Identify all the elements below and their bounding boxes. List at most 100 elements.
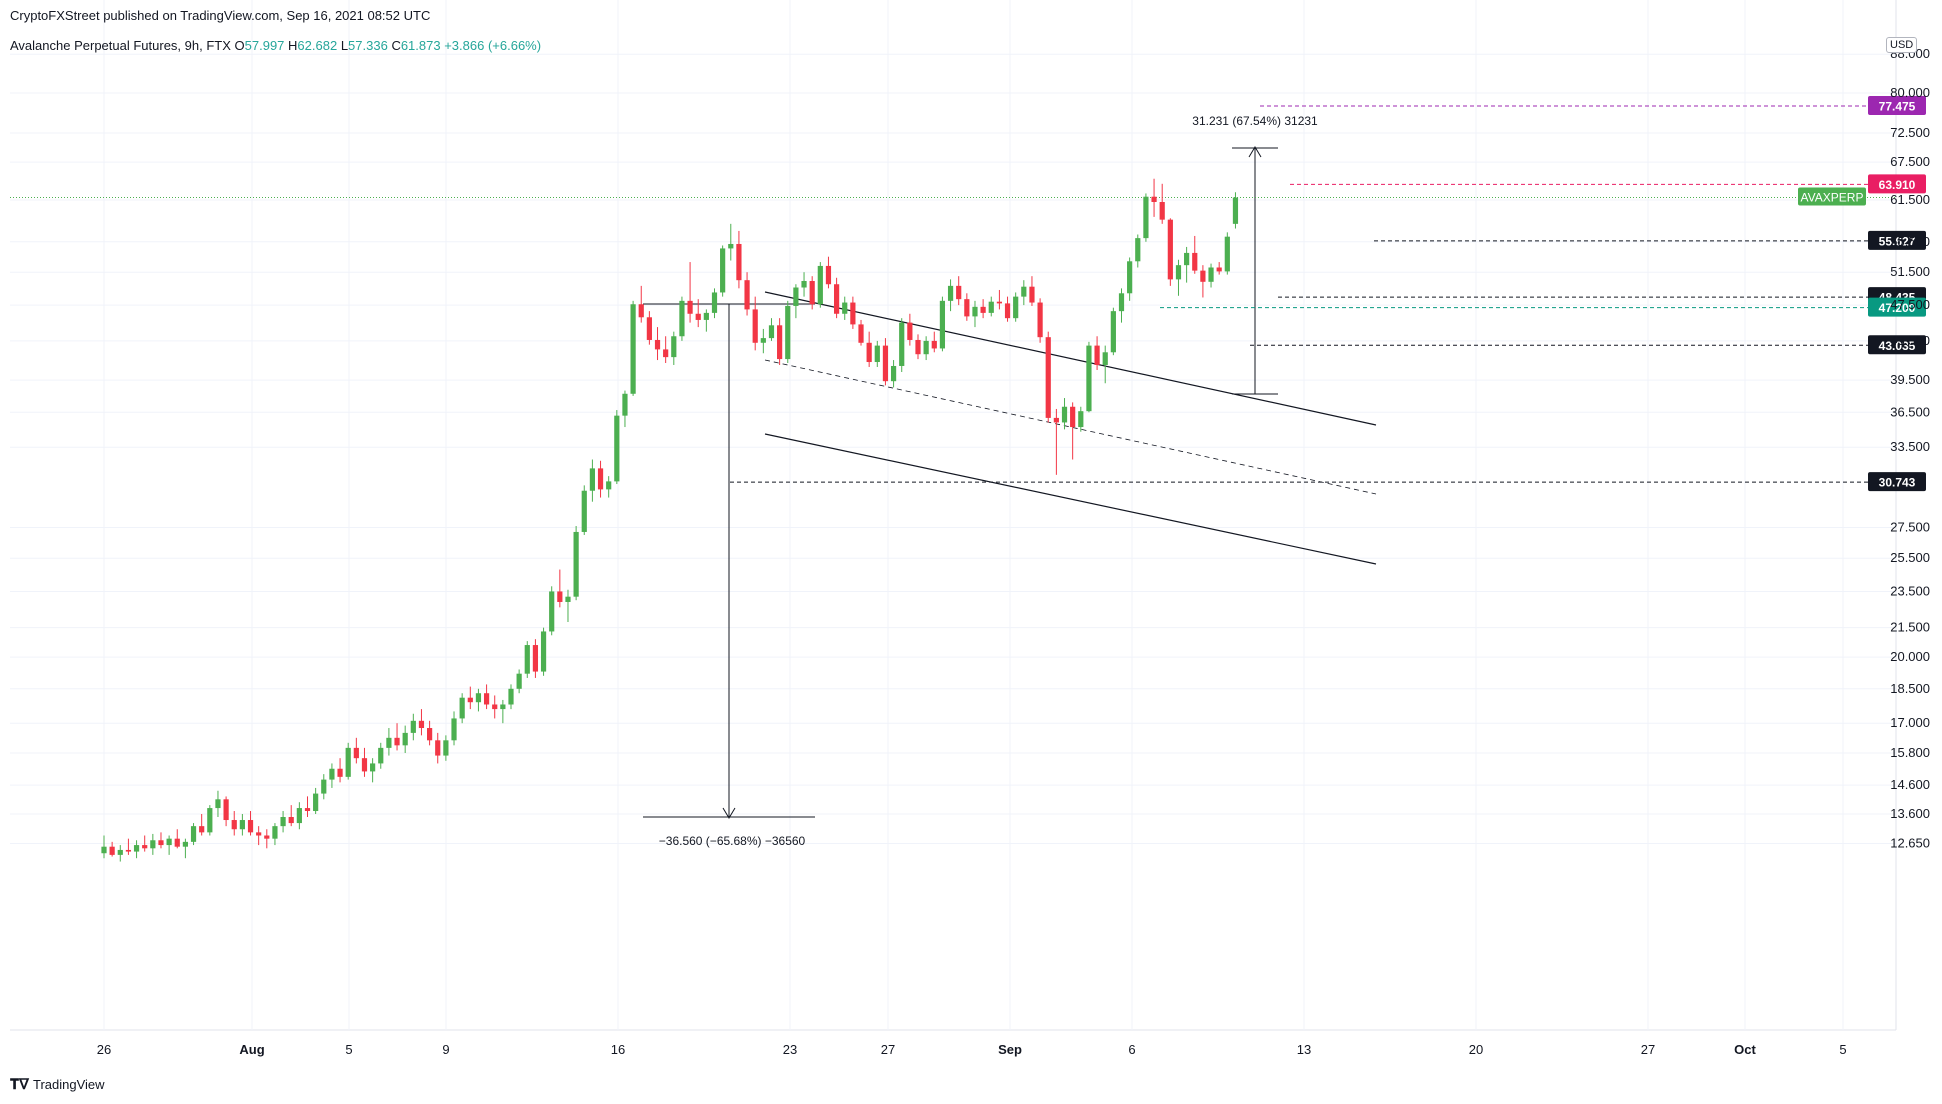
candle-body: [1070, 406, 1076, 428]
candle-body: [353, 747, 359, 759]
chart-grid: [10, 0, 1897, 1031]
candle-body: [459, 697, 465, 719]
candle-body: [825, 265, 832, 285]
candle-body: [964, 299, 970, 317]
y-tick-label: 27.500: [1890, 519, 1930, 534]
y-tick-label: 47.500: [1890, 297, 1930, 312]
candle-body: [500, 704, 506, 710]
candle-body: [996, 301, 1002, 304]
footer-brand[interactable]: 𝐓∇ TradingView: [10, 1076, 105, 1093]
candle-body: [744, 280, 750, 310]
channel-lower-line: [764, 433, 1377, 565]
open-value: 57.997: [244, 38, 285, 53]
candle-body: [882, 345, 889, 382]
candle-body: [1061, 406, 1068, 423]
candle-body: [923, 340, 929, 355]
channel-upper-line: [764, 291, 1377, 426]
x-tick-label: 13: [1297, 1042, 1311, 1057]
candle-body: [720, 248, 726, 293]
candle-body: [793, 287, 799, 306]
symbol-legend: Avalanche Perpetual Futures, 9h, FTX O57…: [10, 38, 541, 53]
x-tick-label: 27: [881, 1042, 895, 1057]
high-label: H: [288, 38, 298, 53]
candle-body: [801, 280, 807, 288]
candle-body: [190, 826, 197, 842]
y-tick-label: 20.000: [1890, 649, 1930, 664]
x-tick-label: Oct: [1734, 1042, 1756, 1057]
candle-body: [264, 835, 270, 839]
candle-body: [451, 718, 457, 741]
y-tick-label: 33.500: [1890, 439, 1930, 454]
price-level-tag-label: 55.627: [1879, 234, 1916, 248]
candle-body: [736, 243, 742, 281]
candle-body: [1013, 296, 1019, 319]
candle-body: [256, 832, 262, 836]
close-value: 61.873: [400, 38, 441, 53]
candle-body: [345, 747, 351, 777]
candle-body: [597, 468, 604, 490]
candle-body: [247, 820, 254, 833]
candle-body: [402, 732, 408, 746]
candle-body: [728, 243, 734, 249]
candle-body: [166, 838, 172, 846]
candle-body: [231, 820, 237, 830]
y-tick-label: 61.500: [1890, 192, 1930, 207]
price-level-tag: [1868, 96, 1926, 116]
candle-body: [695, 313, 701, 320]
candle-body: [524, 645, 530, 674]
candle-body: [1232, 197, 1239, 224]
y-tick-label: 55.500: [1890, 234, 1930, 249]
candle-body: [516, 673, 522, 689]
candle-body: [1159, 201, 1165, 220]
candle-body: [768, 325, 775, 339]
low-label: L: [340, 38, 349, 53]
y-tick-label: 23.500: [1890, 583, 1930, 598]
candle-body: [418, 720, 425, 729]
candle-body: [711, 292, 718, 313]
y-tick-label: 43.500: [1890, 333, 1930, 348]
candle-body: [304, 808, 311, 812]
y-tick-label: 21.500: [1890, 620, 1930, 635]
candle-body: [654, 339, 661, 350]
candle-body: [239, 820, 245, 830]
candle-body: [573, 531, 579, 597]
candle-body: [858, 324, 864, 343]
price-level-tag-label: 47.200: [1879, 301, 1916, 315]
candle-body: [1192, 252, 1198, 271]
candle-body: [174, 838, 180, 847]
price-axis[interactable]: 88.00080.00072.50067.50061.50055.50051.5…: [1890, 46, 1930, 850]
candle-body: [125, 849, 132, 852]
candle-body: [313, 793, 319, 812]
candle-body: [199, 826, 205, 833]
chart-drawings: [643, 146, 1377, 819]
candle-body: [223, 799, 229, 821]
candle-body: [101, 846, 107, 854]
candle-body: [703, 312, 709, 320]
price-level-tag: [1868, 335, 1926, 355]
candle-body: [874, 345, 880, 363]
candle-body: [378, 747, 384, 764]
open-label: O: [234, 38, 245, 53]
candle-body: [890, 365, 897, 382]
y-tick-label: 12.650: [1890, 835, 1930, 850]
measure-arrowhead-down: [722, 807, 736, 819]
candle-body: [1029, 286, 1035, 303]
candle-body: [834, 284, 840, 314]
target-arrowhead-up: [1248, 146, 1262, 158]
candle-body: [321, 779, 327, 794]
candle-body: [557, 591, 563, 602]
candle-body: [931, 340, 937, 349]
candle-body: [622, 393, 628, 416]
x-tick-label: Aug: [239, 1042, 264, 1057]
candle-body: [1184, 252, 1190, 266]
time-axis[interactable]: 26 Aug 5 9 16 23 27 Sep 6 13 20 27 Oct 5: [97, 1042, 1847, 1057]
candle-body: [280, 817, 286, 827]
candle-body: [142, 845, 148, 849]
y-tick-label: 51.500: [1890, 264, 1930, 279]
candle-body: [427, 728, 433, 741]
currency-selector[interactable]: USD: [1886, 37, 1918, 53]
candlestick-series: [101, 178, 1239, 862]
candle-body: [435, 740, 441, 756]
x-tick-label: 6: [1128, 1042, 1135, 1057]
